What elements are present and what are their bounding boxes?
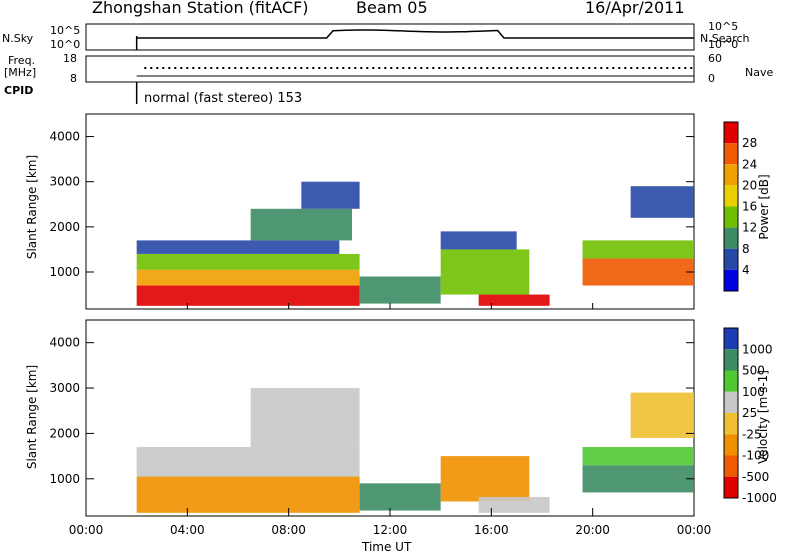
power-region: [630, 186, 694, 218]
freq-tick-low: 8: [70, 72, 77, 85]
xtick-label: 16:00: [474, 523, 509, 537]
velocity-region: [136, 447, 360, 477]
power-colorbar-tick: 8: [742, 242, 750, 256]
velocity-ytick-label: 4000: [49, 336, 80, 350]
freq-tick-high: 18: [63, 52, 77, 65]
beam-title: Beam 05: [356, 0, 428, 17]
power-colorbar-frame: [723, 121, 739, 292]
velocity-colorbar-swatch: [724, 476, 738, 498]
velocity-colorbar-swatch: [724, 370, 738, 392]
nave-label: Nave: [745, 66, 774, 79]
power-colorbar-tick: 28: [742, 136, 757, 150]
sky-label: N.Sky: [2, 32, 34, 45]
power-colorbar-tick: 20: [742, 178, 757, 192]
power-colorbar-swatch: [724, 227, 738, 249]
velocity-region: [359, 483, 441, 511]
velocity-colorbar-tick: 1000: [742, 342, 773, 356]
power-region: [136, 285, 360, 306]
velocity-region: [440, 456, 530, 502]
xtick-label: 04:00: [170, 523, 205, 537]
velocity-colorbar-swatch: [724, 413, 738, 435]
power-region: [136, 253, 360, 270]
velocity-colorbar-tick: -100: [742, 449, 769, 463]
power-region: [582, 258, 694, 286]
xtick-label: 20:00: [575, 523, 610, 537]
velocity-colorbar-swatch: [724, 434, 738, 456]
search-tick-low: 10^0: [708, 38, 739, 51]
power-region: [359, 276, 441, 304]
power-region: [250, 208, 352, 241]
power-colorbar-tick: 24: [742, 157, 757, 171]
velocity-region: [250, 388, 360, 448]
velocity-ytick-label: 1000: [49, 472, 80, 486]
search-tick-high: 10^5: [708, 20, 739, 33]
velocity-region: [630, 392, 694, 438]
velocity-colorbar-swatch: [724, 328, 738, 350]
freq-label-2: [MHz]: [4, 66, 37, 79]
xtick-label: 08:00: [271, 523, 306, 537]
xtick-label: 12:00: [373, 523, 408, 537]
power-colorbar-swatch: [724, 185, 738, 207]
power-colorbar-swatch: [724, 269, 738, 291]
xtick-label: 00:00: [69, 523, 104, 537]
nave-tick-high: 60: [708, 52, 722, 65]
power-region: [136, 269, 360, 286]
date-title: 16/Apr/2011: [585, 0, 685, 17]
power-ytick-label: 3000: [49, 175, 80, 189]
xtick-label: 00:00: [677, 523, 712, 537]
power-ytick-label: 2000: [49, 220, 80, 234]
power-colorbar-swatch: [724, 164, 738, 186]
power-colorbar-tick: 4: [742, 263, 750, 277]
power-region: [136, 240, 340, 254]
sky-tick-low: 10^0: [50, 38, 81, 51]
sky-line: [136, 29, 694, 39]
velocity-colorbar-tick: -25: [742, 427, 762, 441]
power-colorbar-tick: 12: [742, 221, 757, 235]
cpid-label: CPID: [4, 84, 34, 97]
power-colorbar-swatch: [724, 122, 738, 144]
velocity-colorbar-frame: [723, 327, 739, 499]
velocity-colorbar-tick: -1000: [742, 491, 777, 505]
power-ytick-label: 4000: [49, 130, 80, 144]
velocity-colorbar-swatch: [724, 455, 738, 477]
nave-tick-low: 0: [708, 72, 715, 85]
velocity-ytick-label: 2000: [49, 426, 80, 440]
velocity-region: [478, 496, 550, 513]
velocity-colorbar-tick: 100: [742, 385, 765, 399]
power-region: [301, 181, 360, 209]
power-region: [478, 294, 550, 306]
sky-tick-high: 10^5: [50, 24, 81, 37]
velocity-colorbar-swatch: [724, 349, 738, 371]
cpid-text: normal (fast stereo) 153: [144, 91, 303, 106]
velocity-colorbar-tick: 500: [742, 364, 765, 378]
velocity-colorbar-tick: -500: [742, 470, 769, 484]
power-region: [582, 240, 694, 259]
freq-label-1: Freq.: [8, 54, 36, 67]
velocity-region: [136, 476, 360, 513]
power-colorbar-swatch: [724, 206, 738, 228]
velocity-region: [582, 447, 694, 466]
x-axis-label: Time UT: [362, 540, 412, 554]
power-region: [440, 249, 530, 295]
power-colorbar-swatch: [724, 248, 738, 270]
velocity-colorbar-tick: 25: [742, 406, 757, 420]
velocity-colorbar-swatch: [724, 391, 738, 413]
power-ytick-label: 1000: [49, 265, 80, 279]
freq-panel-frame: [85, 55, 695, 83]
search-label: N.Search: [700, 32, 750, 45]
power-region: [440, 231, 517, 250]
power-colorbar-swatch: [724, 143, 738, 165]
sky-panel-frame: [85, 23, 695, 51]
power-colorbar-tick: 16: [742, 200, 757, 214]
station-title: Zhongshan Station (fitACF): [92, 0, 309, 17]
velocity-ytick-label: 3000: [49, 381, 80, 395]
velocity-region: [582, 465, 694, 493]
